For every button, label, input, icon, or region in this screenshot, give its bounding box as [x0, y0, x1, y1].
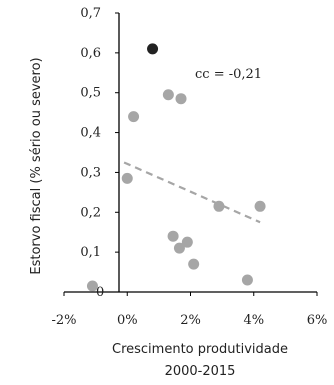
y-tick-label: 0,2	[80, 205, 101, 220]
trendline-layer	[123, 161, 261, 224]
data-point	[128, 111, 140, 123]
y-tick-label: 0	[96, 285, 104, 300]
data-point	[162, 89, 174, 101]
data-point	[86, 280, 98, 292]
x-tick-label: 6%	[307, 313, 328, 328]
y-tick-label: 0,7	[80, 6, 101, 21]
data-point	[213, 200, 225, 212]
data-point	[167, 230, 179, 242]
trendline	[123, 161, 261, 224]
data-point	[175, 93, 187, 105]
x-tick-label: -2%	[51, 313, 76, 328]
x-tick-label: 2%	[180, 313, 201, 328]
axes: 0 0,1 0,2 0,3 0,4 0,5 0,6 0,7 -2% 0% 2% 4% 6%	[51, 6, 327, 328]
y-axis-title: Estorvo fiscal (% sério ou severo)	[29, 57, 44, 274]
data-point	[121, 172, 133, 184]
y-tick-label: 0,6	[80, 46, 101, 61]
data-point	[181, 236, 193, 248]
highlighted-data-point	[147, 43, 159, 55]
y-tick-label: 0,4	[80, 126, 101, 141]
x-axis-title-line1: Crescimento produtividade	[112, 342, 288, 357]
points-layer	[86, 43, 266, 292]
y-tick-label: 0,3	[80, 165, 101, 180]
data-point	[241, 274, 253, 286]
correlation-annotation: cc = -0,21	[195, 67, 262, 82]
x-axis-title-line2: 2000-2015	[165, 364, 236, 379]
data-point	[254, 200, 266, 212]
y-tick-label: 0,5	[80, 86, 101, 101]
data-point	[173, 242, 185, 254]
x-tick-label: 4%	[243, 313, 264, 328]
y-tick-label: 0,1	[80, 245, 101, 260]
data-point	[188, 258, 200, 270]
x-tick-label: 0%	[117, 313, 138, 328]
